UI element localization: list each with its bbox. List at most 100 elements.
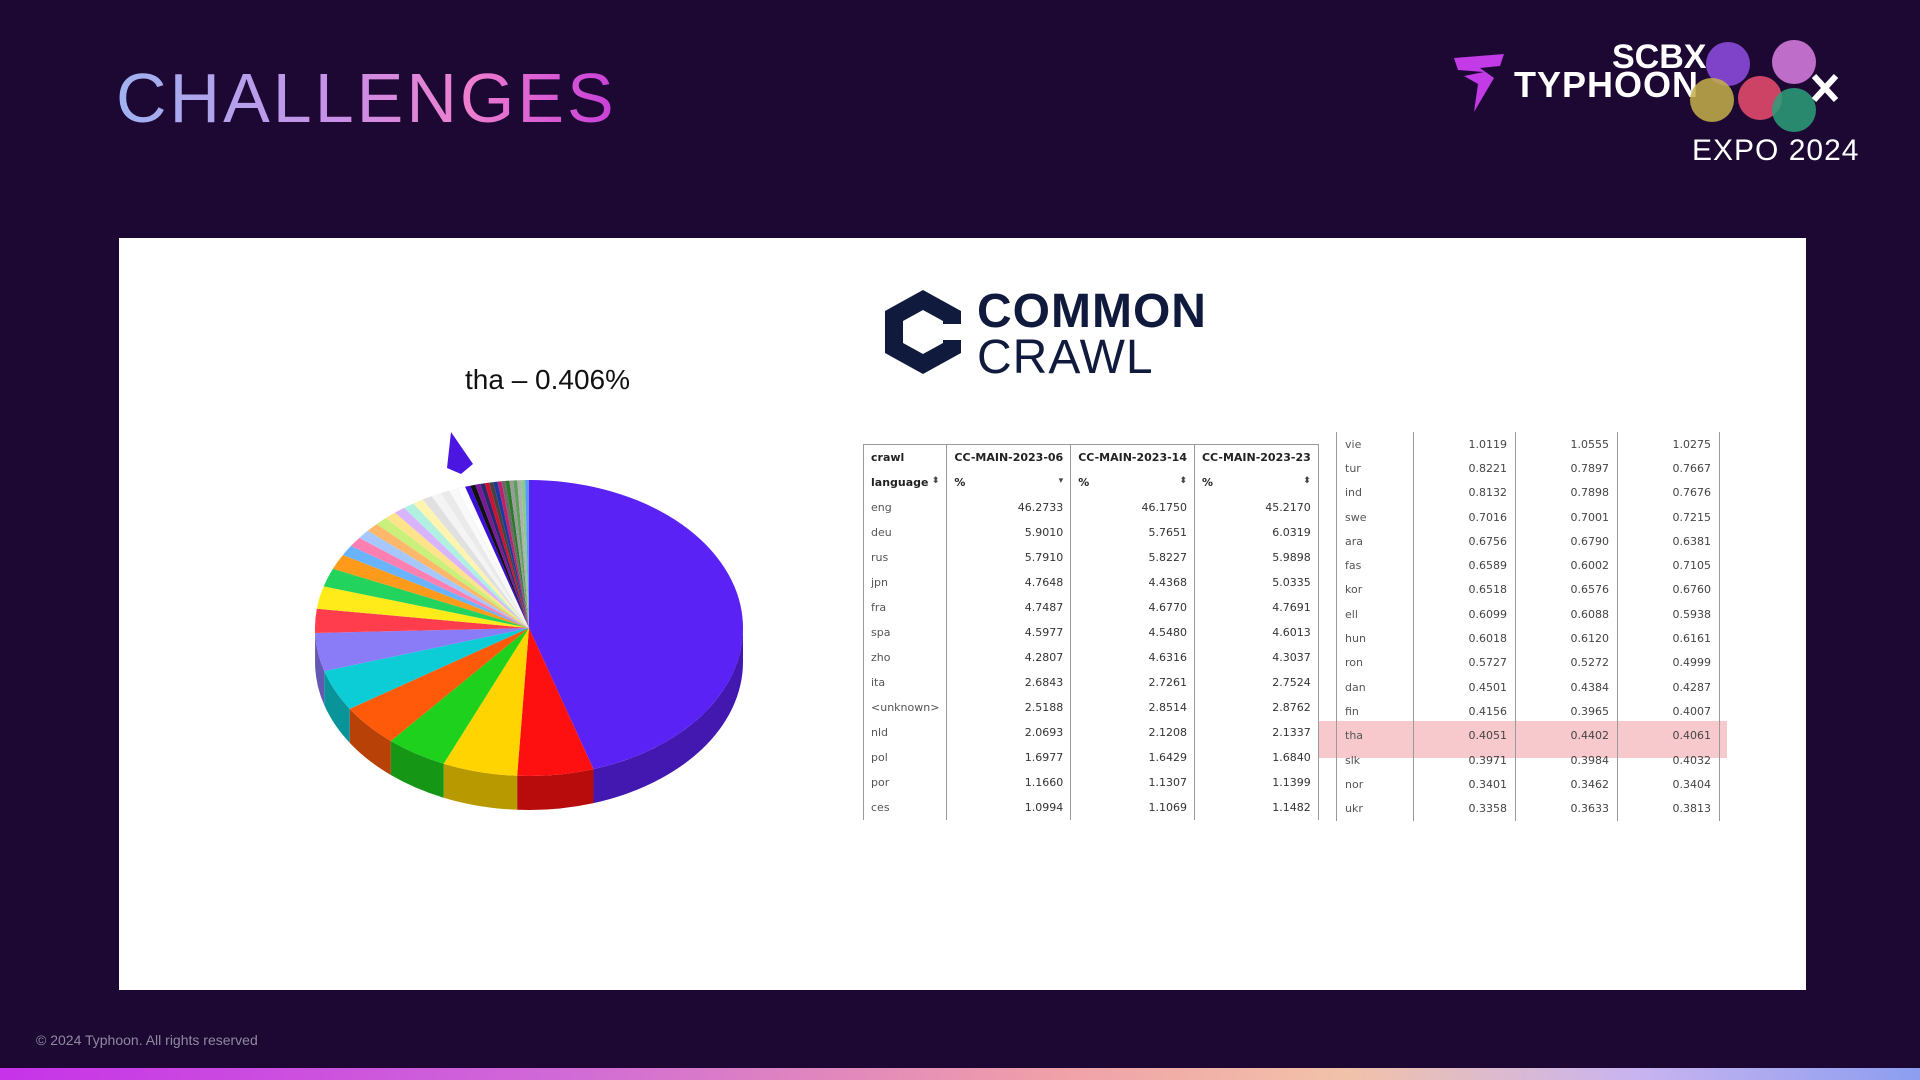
- value-cell: 46.1750: [1070, 495, 1195, 520]
- value-cell: 4.6316: [1070, 645, 1195, 670]
- pie-slice: [390, 628, 529, 764]
- pie-slice: [413, 499, 529, 628]
- value-cell: 0.3813: [1617, 796, 1720, 821]
- typhoon-wordmark: TYPHOON: [1514, 64, 1700, 105]
- language-cell: ell: [1336, 602, 1414, 627]
- value-cell: 4.6013: [1194, 620, 1319, 645]
- language-cell: zho: [862, 645, 948, 670]
- language-cell: por: [862, 770, 948, 795]
- table-row: fra 4.7487 4.6770 4.7691: [862, 595, 1319, 620]
- value-cell: 0.7667: [1617, 456, 1720, 481]
- column-header[interactable]: CC-MAIN-2023-23: [1194, 444, 1319, 470]
- pie-slice: [489, 482, 529, 628]
- value-cell: 5.7651: [1070, 520, 1195, 545]
- table-row: hun 0.6018 0.6120 0.6161: [1336, 626, 1720, 651]
- table-row: zho 4.2807 4.6316 4.3037: [862, 645, 1319, 670]
- table-row: kor 0.6518 0.6576 0.6760: [1336, 577, 1720, 603]
- content-panel: tha – 0.406% COMMON CRAWL crawl CC-MAIN-…: [119, 238, 1806, 990]
- value-cell: 0.4501: [1413, 674, 1516, 700]
- expo-label: EXPO 2024: [1692, 134, 1860, 167]
- value-cell: 1.0555: [1515, 432, 1618, 457]
- value-cell: 1.0994: [946, 795, 1072, 820]
- pie-slice: [449, 488, 529, 628]
- pie-slice: [517, 480, 529, 628]
- language-cell: ind: [1336, 480, 1414, 505]
- value-cell: 45.2170: [1194, 495, 1319, 520]
- sort-icon[interactable]: ⬍: [931, 476, 940, 486]
- language-cell: spa: [862, 620, 948, 645]
- pie-slice: [517, 628, 594, 776]
- table-row: jpn 4.7648 4.4368 5.0335: [862, 570, 1319, 595]
- language-cell: tha: [1336, 723, 1414, 748]
- pie-slice: [394, 507, 529, 628]
- language-cell: fas: [1336, 553, 1414, 578]
- pie-slice: [440, 490, 529, 628]
- pie-slice: [475, 483, 529, 628]
- sort-desc-icon[interactable]: ▾: [1058, 476, 1064, 486]
- pie-slice-side: [315, 632, 325, 706]
- value-cell: 0.6576: [1515, 577, 1618, 603]
- value-cell: 0.6518: [1413, 577, 1516, 603]
- value-cell: 0.5938: [1617, 602, 1720, 627]
- column-header[interactable]: CC-MAIN-2023-06: [946, 444, 1072, 470]
- value-cell: 0.5272: [1515, 650, 1618, 675]
- pie-slice: [493, 481, 529, 628]
- language-cell: eng: [862, 495, 948, 520]
- value-cell: 2.8514: [1070, 695, 1195, 720]
- pie-slice: [529, 480, 743, 770]
- value-cell: 4.2807: [946, 645, 1072, 670]
- value-cell: 46.2733: [946, 495, 1072, 520]
- language-cell: kor: [1336, 577, 1414, 603]
- value-cell: 4.3037: [1194, 645, 1319, 670]
- value-cell: 0.6381: [1617, 529, 1720, 554]
- value-cell: 0.6002: [1515, 553, 1618, 578]
- table-row: spa 4.5977 4.5480 4.6013: [862, 620, 1319, 645]
- value-cell: 0.7001: [1515, 504, 1618, 530]
- pie-slice: [509, 480, 529, 628]
- value-cell: 0.6760: [1617, 577, 1720, 603]
- value-cell: 1.6977: [946, 745, 1072, 770]
- value-cell: 1.1307: [1070, 770, 1195, 795]
- value-cell: 0.4061: [1617, 723, 1720, 748]
- pie-slice: [359, 530, 529, 628]
- value-cell: 5.7910: [946, 545, 1072, 570]
- subheader-cell[interactable]: % ▾: [946, 470, 1072, 495]
- column-header[interactable]: CC-MAIN-2023-14: [1070, 444, 1195, 470]
- pie-slice: [505, 480, 529, 628]
- sort-icon[interactable]: ⬍: [1303, 476, 1311, 486]
- value-cell: 2.5188: [946, 695, 1072, 720]
- pie-slice: [431, 493, 529, 628]
- subheader-label: language: [871, 476, 929, 489]
- sort-icon[interactable]: ⬍: [1179, 476, 1187, 486]
- value-cell: 0.7898: [1515, 480, 1618, 505]
- subheader-cell[interactable]: % ⬍: [1194, 470, 1319, 495]
- value-cell: 0.4384: [1515, 674, 1618, 700]
- value-cell: 4.4368: [1070, 570, 1195, 595]
- subheader-label: %: [1078, 476, 1090, 489]
- value-cell: 1.6429: [1070, 745, 1195, 770]
- value-cell: 5.8227: [1070, 545, 1195, 570]
- value-cell: 0.6790: [1515, 529, 1618, 554]
- pie-slice: [484, 482, 529, 628]
- pie-slice: [349, 628, 529, 742]
- language-cell: ces: [862, 795, 948, 820]
- value-cell: 0.6099: [1413, 602, 1516, 627]
- subheader-cell[interactable]: % ⬍: [1070, 470, 1195, 495]
- table-row: pol 1.6977 1.6429 1.6840: [862, 745, 1319, 770]
- value-cell: 0.5727: [1413, 650, 1516, 675]
- pie-slice: [376, 518, 529, 628]
- table-row: slk 0.3971 0.3984 0.4032: [1336, 747, 1720, 773]
- table-row: deu 5.9010 5.7651 6.0319: [862, 520, 1319, 545]
- pie-slice: [422, 496, 529, 628]
- subheader-label: %: [954, 476, 966, 489]
- table-row: vie 1.0119 1.0555 1.0275: [1336, 432, 1720, 457]
- pie-slice-side: [517, 769, 594, 810]
- value-cell: 4.5977: [946, 620, 1072, 645]
- value-cell: 0.7897: [1515, 456, 1618, 481]
- subheader-cell[interactable]: language ⬍: [862, 470, 948, 495]
- language-cell: <unknown>: [862, 695, 948, 720]
- value-cell: 0.4287: [1617, 674, 1720, 700]
- table-row: dan 0.4501 0.4384 0.4287: [1336, 674, 1720, 700]
- value-cell: 0.3984: [1515, 747, 1618, 773]
- pie-slice: [324, 628, 529, 709]
